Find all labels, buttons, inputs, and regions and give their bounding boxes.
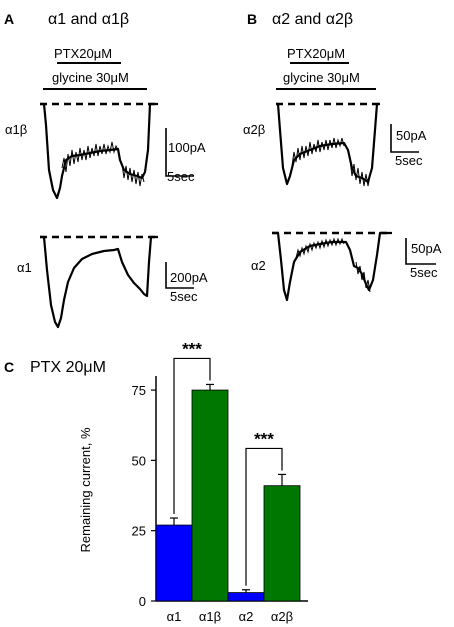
x-tick-label: α2β [271, 609, 293, 624]
scale-current-a1: 200pA [170, 270, 208, 285]
glycine-bar-label: glycine 30μM [283, 70, 360, 85]
current-trace-a1 [40, 235, 158, 329]
significance-bracket [245, 447, 283, 586]
trace-label-a2: α2 [251, 258, 266, 273]
trace-a2b: α2β 50pA 5sec [243, 102, 427, 187]
ptx-bar-label: PTX20μM [287, 46, 345, 61]
scale-time-a2: 5sec [410, 265, 438, 280]
scale-bar-a2 [405, 238, 436, 265]
bar [227, 592, 265, 602]
trace-label-a1: α1 [17, 260, 32, 275]
significance-label: *** [182, 339, 202, 358]
panel-b-title: α2 and α2β [272, 11, 353, 28]
panel-b-letter: B [247, 11, 257, 27]
current-noise-a2 [295, 237, 371, 293]
x-tick-label: α1β [199, 609, 221, 624]
glycine-bar-label: glycine 30μM [52, 70, 129, 85]
scale-bar-a2b [390, 124, 419, 153]
x-tick-label: α2 [239, 609, 254, 624]
bar-chart: 0 25 50 75 α1 α1β α2 α2β *** *** [132, 339, 308, 624]
y-tick-label: 25 [132, 524, 146, 539]
bar [263, 485, 301, 602]
y-axis-label: Remaining current, % [78, 427, 93, 552]
scale-current-a2: 50pA [411, 241, 442, 256]
scale-time-a1b: 5sec [167, 169, 195, 184]
panel-a-title: α1 and α1β [48, 11, 129, 28]
panel-c-letter: C [4, 359, 14, 375]
current-trace-a2 [272, 231, 392, 302]
trace-label-a1b: α1β [5, 122, 27, 137]
y-tick-label: 75 [132, 383, 146, 398]
scale-current-a1b: 100pA [168, 140, 206, 155]
significance-label: *** [254, 429, 274, 448]
y-tick-label: 50 [132, 453, 146, 468]
ptx-bar-label: PTX20μM [54, 46, 112, 61]
panel-a-letter: A [4, 11, 14, 27]
trace-a1: α1 200pA 5sec [17, 235, 208, 329]
bar [155, 524, 193, 602]
scale-bar-a1b [165, 128, 194, 177]
current-noise-a2b [291, 137, 371, 187]
current-trace-a2b [276, 102, 380, 186]
scale-time-a2b: 5sec [395, 153, 423, 168]
scale-time-a1: 5sec [170, 289, 198, 304]
scale-bar-a1 [165, 262, 194, 289]
panel-b-application-bars: PTX20μM glycine 30μM [276, 46, 376, 90]
panel-a-application-bars: PTX20μM glycine 30μM [43, 46, 147, 90]
bar [191, 389, 229, 602]
significance-bracket [173, 357, 211, 515]
scale-current-a2b: 50pA [396, 128, 427, 143]
trace-label-a2b: α2β [243, 122, 265, 137]
trace-a2: α2 50pA 5sec [251, 231, 442, 302]
y-tick-label: 0 [139, 594, 146, 609]
current-noise-a1b [61, 141, 145, 187]
chart-title: PTX 20μM [30, 359, 106, 376]
trace-a1b: α1β 100pA 5sec [5, 102, 206, 200]
x-tick-label: α1 [167, 609, 182, 624]
